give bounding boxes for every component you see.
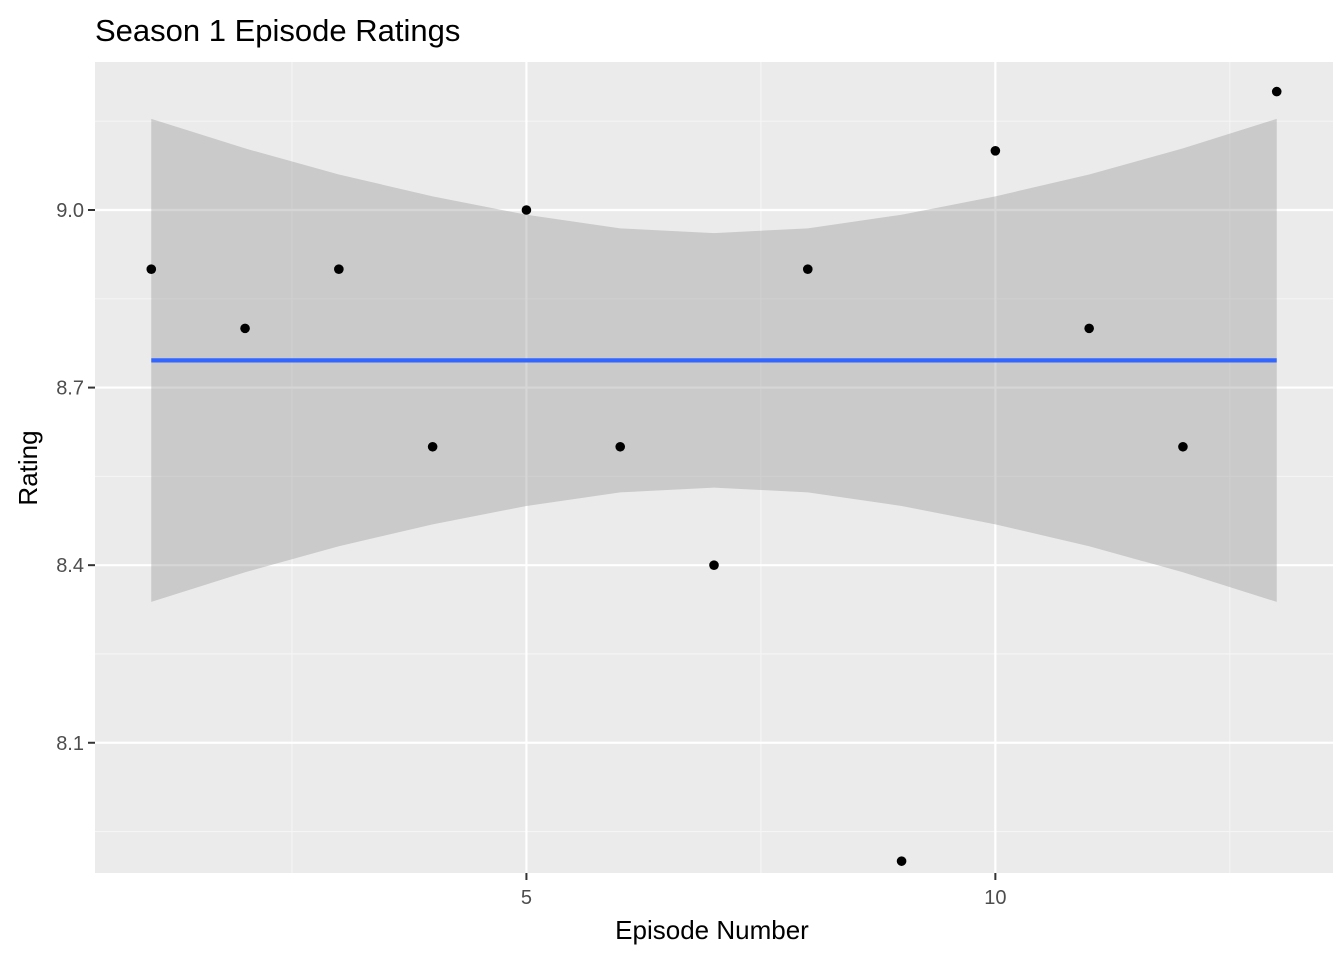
data-point-ep-7 — [709, 560, 719, 570]
x-axis-title: Episode Number — [615, 915, 809, 945]
data-point-ep-13 — [1271, 86, 1282, 97]
plot-panel-background — [95, 62, 1333, 873]
minor-grid-lines — [95, 62, 1333, 873]
data-point-ep-10 — [990, 145, 1001, 156]
chart-title: Season 1 Episode Ratings — [95, 13, 460, 48]
y-tick-label-2: 8.7 — [56, 378, 84, 400]
data-point-ep-8 — [802, 264, 813, 274]
data-point-ep-9 — [896, 856, 907, 866]
data-point-ep-4 — [427, 441, 438, 452]
tick-labels: 5 10 8.1 8.4 8.7 9.0 — [56, 200, 1006, 909]
data-point-ep-3 — [334, 264, 344, 274]
major-grid-lines — [95, 62, 1333, 873]
x-tick-label-1: 10 — [984, 887, 1006, 909]
data-point-ep-12 — [1178, 441, 1188, 452]
data-point-ep-6 — [615, 441, 626, 452]
data-points — [146, 86, 1282, 866]
y-tick-label-3: 9.0 — [56, 200, 84, 222]
data-point-ep-1 — [146, 264, 157, 274]
y-tick-label-1: 8.4 — [56, 555, 84, 577]
data-point-ep-11 — [1084, 323, 1094, 334]
axis-ticks — [88, 208, 997, 880]
data-point-ep-5 — [521, 205, 532, 215]
y-axis-title: Rating — [13, 430, 43, 505]
y-tick-label-0: 8.1 — [56, 733, 84, 755]
data-point-ep-2 — [240, 323, 250, 334]
x-tick-label-0: 5 — [521, 887, 532, 909]
